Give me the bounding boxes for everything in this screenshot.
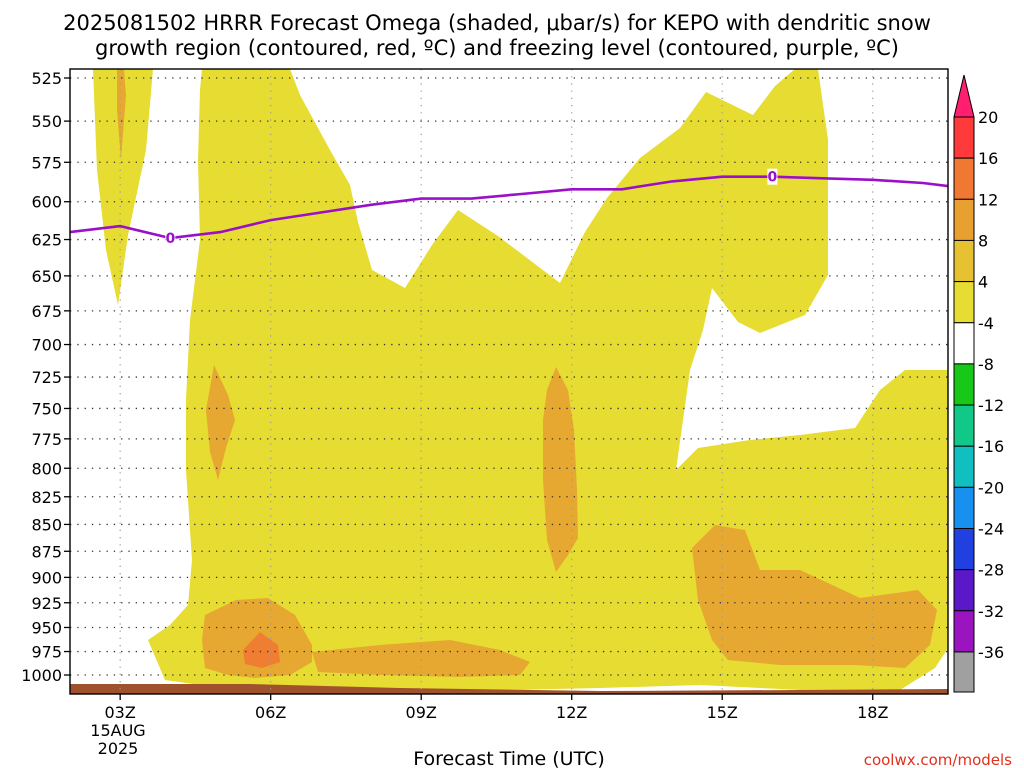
y-tick-label: 750 bbox=[31, 399, 62, 418]
x-tick-label: 03Z bbox=[105, 703, 136, 722]
y-tick-label: 650 bbox=[31, 267, 62, 286]
colorbar-swatch-top bbox=[953, 74, 975, 118]
credit-text: coolwx.com/models bbox=[864, 751, 1012, 768]
freezing-level-line bbox=[69, 175, 949, 240]
y-axis: 525 550 575 600 625 650 675 700 725 750 775 800 825 8… bbox=[21, 69, 70, 685]
colorbar-swatch bbox=[953, 651, 975, 693]
y-tick-label: 900 bbox=[31, 568, 62, 587]
y-tick-label: 1000 bbox=[21, 666, 62, 685]
colorbar-label: -28 bbox=[978, 561, 1004, 580]
y-tick-label: 800 bbox=[31, 459, 62, 478]
plot-area: 00 bbox=[69, 68, 949, 695]
omega-max-lower-center bbox=[312, 640, 530, 677]
x-tick-label: 06Z bbox=[255, 703, 286, 722]
y-tick-label: 625 bbox=[31, 231, 62, 250]
x-tick-label: 09Z bbox=[406, 703, 437, 722]
chart-subtitle: growth region (contoured, red, ºC) and f… bbox=[95, 36, 899, 60]
x-tick-label: 15Z bbox=[707, 703, 738, 722]
y-tick-label: 775 bbox=[31, 430, 62, 449]
y-tick-label: 675 bbox=[31, 302, 62, 321]
x-sublabel-year: 2025 bbox=[98, 739, 139, 758]
colorbar-label: 8 bbox=[978, 231, 988, 250]
freezing-level-contour: 00 bbox=[69, 168, 949, 247]
plot-frame bbox=[69, 68, 949, 695]
freezing-level-label-bg bbox=[767, 168, 778, 185]
freezing-level-label: 0 bbox=[768, 170, 778, 186]
omega-max-mid-left bbox=[206, 365, 235, 480]
colorbar-swatch bbox=[953, 486, 975, 530]
colorbar-label: -20 bbox=[978, 478, 1004, 497]
colorbar-label: 20 bbox=[978, 108, 998, 127]
omega-region-upper-left bbox=[93, 69, 153, 305]
y-tick-label: 975 bbox=[31, 643, 62, 662]
freezing-level-label: 0 bbox=[165, 231, 175, 247]
y-tick-label: 825 bbox=[31, 488, 62, 507]
omega-shading-4-8 bbox=[93, 69, 948, 690]
y-tick-label: 925 bbox=[31, 594, 62, 613]
colorbar-swatch bbox=[953, 116, 975, 159]
omega-region-main bbox=[148, 69, 948, 690]
colorbar-label: -36 bbox=[978, 643, 1004, 662]
colorbar-swatch bbox=[953, 281, 975, 324]
colorbar-swatch bbox=[953, 569, 975, 612]
colorbar-label: 4 bbox=[978, 273, 988, 292]
colorbar-label: 12 bbox=[978, 190, 998, 209]
chart-title: 2025081502 HRRR Forecast Omega (shaded, … bbox=[63, 11, 931, 35]
omega-max-lower-right bbox=[692, 525, 937, 668]
y-tick-label: 550 bbox=[31, 112, 62, 131]
colorbar-swatch bbox=[953, 363, 975, 406]
omega-max-upper bbox=[117, 69, 126, 160]
colorbar-label: 16 bbox=[978, 149, 998, 168]
colorbar-label: -16 bbox=[978, 437, 1004, 456]
omega-max-mid-center bbox=[543, 367, 578, 572]
x-axis: 03Z 06Z 09Z 12Z 15Z 18Z bbox=[105, 694, 888, 722]
y-tick-label: 950 bbox=[31, 618, 62, 637]
colorbar-swatch bbox=[953, 239, 975, 283]
colorbar-swatch bbox=[953, 322, 975, 365]
colorbar: 20 16 12 8 4 -4 -8 -12 -16 -20 -24 -28 -32 -36 bbox=[953, 74, 1004, 693]
colorbar-label: -12 bbox=[978, 396, 1004, 415]
colorbar-label: -4 bbox=[978, 314, 994, 333]
colorbar-label: -8 bbox=[978, 355, 994, 374]
y-tick-label: 575 bbox=[31, 153, 62, 172]
colorbar-label: -24 bbox=[978, 520, 1004, 539]
colorbar-swatch bbox=[953, 528, 975, 571]
colorbar-swatch bbox=[953, 404, 975, 447]
terrain-bar bbox=[70, 684, 948, 694]
x-axis-title: Forecast Time (UTC) bbox=[413, 748, 604, 768]
colorbar-swatch bbox=[953, 157, 975, 200]
freezing-level-label-bg bbox=[165, 230, 176, 247]
colorbar-swatch bbox=[953, 198, 975, 241]
colorbar-label: -32 bbox=[978, 602, 1004, 621]
y-tick-label: 875 bbox=[31, 542, 62, 561]
y-tick-label: 850 bbox=[31, 515, 62, 534]
colorbar-swatch bbox=[953, 445, 975, 488]
grid-lines bbox=[70, 69, 948, 694]
x-tick-label: 12Z bbox=[556, 703, 587, 722]
omega-shading-8-12 bbox=[117, 69, 937, 678]
y-tick-label: 525 bbox=[31, 69, 62, 88]
omega-shading-12-16 bbox=[243, 632, 280, 668]
x-tick-label: 18Z bbox=[857, 703, 888, 722]
x-sublabel-date: 15AUG bbox=[90, 721, 145, 740]
colorbar-swatch bbox=[953, 610, 975, 653]
y-tick-label: 700 bbox=[31, 336, 62, 355]
y-tick-label: 725 bbox=[31, 368, 62, 387]
y-tick-label: 600 bbox=[31, 193, 62, 212]
